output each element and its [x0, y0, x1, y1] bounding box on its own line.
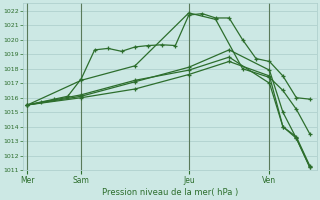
X-axis label: Pression niveau de la mer( hPa ): Pression niveau de la mer( hPa ) [102, 188, 238, 197]
